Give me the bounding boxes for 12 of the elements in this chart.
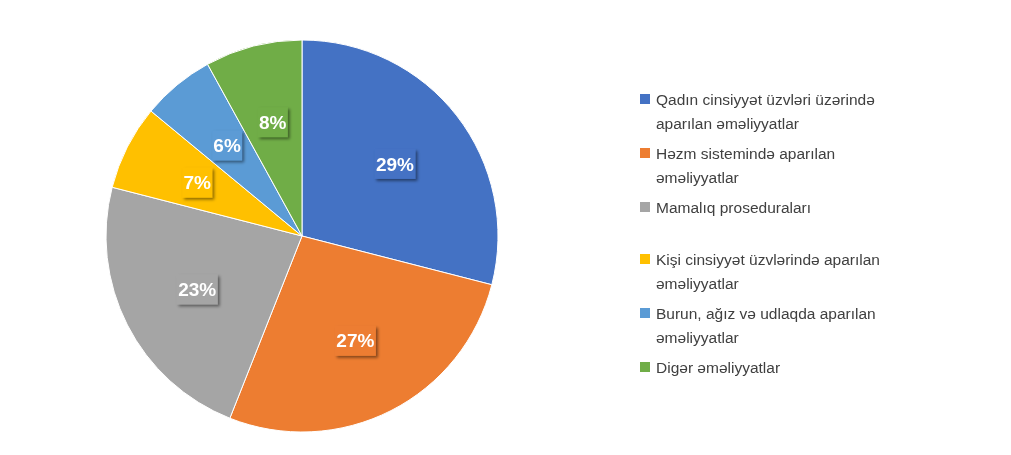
legend-label: Burun, ağız və udlaqda aparılan əməliyyatlar (656, 305, 876, 347)
legend-label: Mamalıq proseduraları (656, 199, 812, 217)
legend-label: Digər əməliyyatlar (656, 359, 781, 377)
data-label: 8% (259, 111, 287, 133)
data-label: 7% (183, 172, 212, 194)
data-label: 23% (178, 279, 217, 301)
data-label: 27% (336, 330, 375, 352)
data-label: 29% (375, 153, 415, 175)
legend-label: Həzm sistemində aparılan əməliyyatlar (656, 145, 836, 187)
legend-label: Qadın cinsiyyət üzvləri üzərində aparılan əməliyyatlar (656, 91, 875, 133)
legend-label: Kişi cinsiyyət üzvlərində aparılan əməliyyatlar (656, 251, 880, 293)
data-label: 6% (213, 135, 241, 157)
